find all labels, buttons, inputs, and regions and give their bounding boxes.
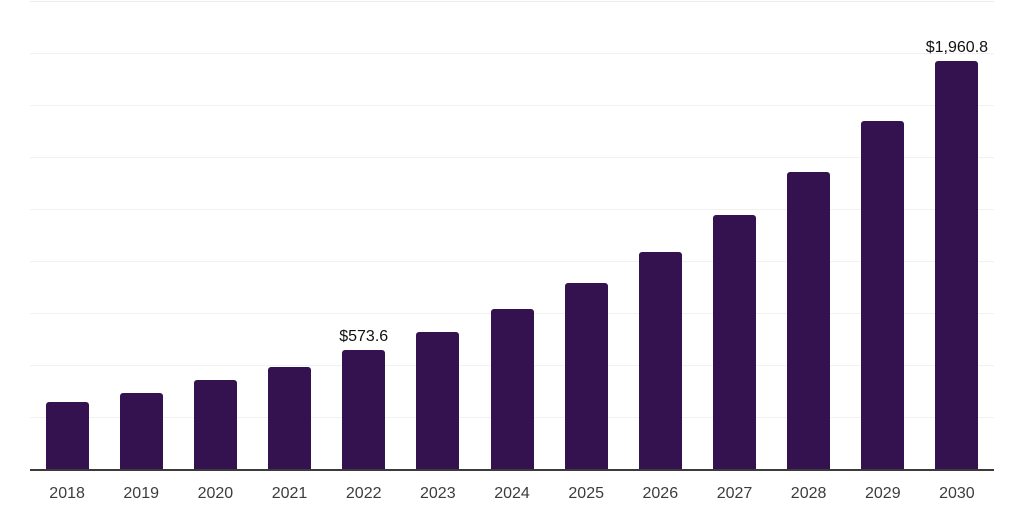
bar-2022 — [342, 349, 386, 469]
x-tick-2029: 2029 — [865, 485, 901, 502]
bar-2023 — [416, 331, 460, 469]
x-tick-2021: 2021 — [271, 485, 308, 502]
bar-2030 — [935, 61, 979, 469]
x-tick-2019: 2019 — [123, 485, 159, 502]
gridline — [30, 261, 994, 262]
x-tick-2020: 2020 — [197, 485, 234, 502]
bar-2026 — [638, 251, 682, 469]
bar-2020 — [193, 380, 237, 469]
bar-2029 — [861, 120, 905, 469]
bar-2024 — [490, 308, 534, 469]
x-tick-2026: 2026 — [642, 485, 679, 502]
x-tick-2018: 2018 — [49, 485, 85, 502]
x-tick-2025: 2025 — [568, 485, 604, 502]
gridline — [30, 53, 994, 54]
gridline — [30, 1, 994, 2]
x-tick-2023: 2023 — [420, 485, 456, 502]
data-label-2022: $573.6 — [339, 327, 389, 345]
data-label-2030: $1,960.8 — [925, 39, 989, 57]
x-axis-line — [30, 469, 994, 471]
gridline — [30, 209, 994, 210]
bar-2019 — [119, 392, 163, 469]
bar-2025 — [564, 282, 608, 469]
bar-2027 — [713, 214, 756, 469]
bar-2028 — [787, 171, 831, 469]
bar-2018 — [45, 402, 89, 469]
gridline — [30, 157, 994, 158]
x-tick-2027: 2027 — [716, 485, 753, 502]
x-tick-2030: 2030 — [939, 485, 975, 502]
x-tick-2022: 2022 — [345, 485, 382, 502]
gridline — [30, 105, 994, 106]
x-tick-2024: 2024 — [494, 485, 530, 502]
bar-2021 — [268, 366, 311, 469]
x-tick-2028: 2028 — [790, 485, 827, 502]
